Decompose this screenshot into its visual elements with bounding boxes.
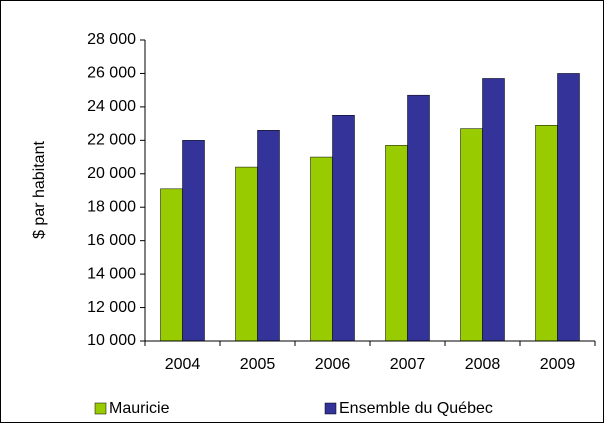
legend-swatch bbox=[324, 402, 337, 415]
legend-label: Mauricie bbox=[109, 400, 170, 417]
legend-swatch bbox=[94, 402, 107, 415]
y-tick-label: 24 000 bbox=[87, 98, 136, 115]
bar bbox=[160, 188, 183, 342]
bar bbox=[482, 78, 505, 342]
x-tick-label: 2004 bbox=[165, 356, 201, 373]
x-tick-label: 2008 bbox=[465, 356, 501, 373]
y-tick-label: 12 000 bbox=[87, 299, 136, 316]
bar bbox=[407, 94, 430, 342]
bar bbox=[535, 125, 558, 342]
y-tick-label: 14 000 bbox=[87, 265, 136, 282]
x-tick-label: 2006 bbox=[315, 356, 351, 373]
x-tick-label: 2009 bbox=[540, 356, 576, 373]
x-tick-label: 2007 bbox=[390, 356, 426, 373]
bar bbox=[385, 145, 408, 342]
y-tick-label: 18 000 bbox=[87, 198, 136, 215]
y-tick-label: 28 000 bbox=[87, 31, 136, 48]
bar bbox=[182, 140, 205, 342]
legend-label: Ensemble du Québec bbox=[339, 400, 493, 417]
bar bbox=[310, 156, 333, 342]
y-tick-label: 26 000 bbox=[87, 65, 136, 82]
y-tick-label: 10 000 bbox=[87, 332, 136, 349]
bar bbox=[557, 73, 580, 342]
y-tick-label: 22 000 bbox=[87, 132, 136, 149]
y-tick-label: 16 000 bbox=[87, 232, 136, 249]
bar bbox=[235, 166, 258, 342]
bar bbox=[332, 115, 355, 342]
bar bbox=[257, 130, 280, 342]
bar bbox=[460, 128, 483, 342]
y-tick-label: 20 000 bbox=[87, 165, 136, 182]
x-tick-label: 2005 bbox=[240, 356, 276, 373]
y-axis-label: $ par habitant bbox=[31, 141, 48, 239]
